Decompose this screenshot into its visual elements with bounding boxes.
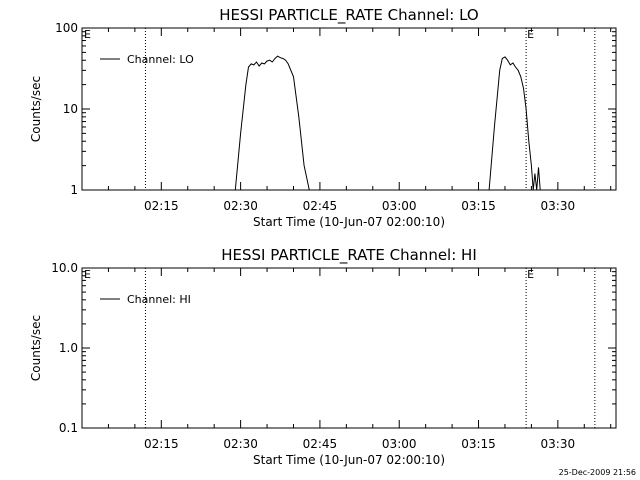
corner-marker-label: E (84, 268, 91, 281)
y-tick-label: 10 (63, 102, 78, 116)
y-tick-label: 0.1 (59, 421, 78, 435)
x-axis-label: Start Time (10-Jun-07 02:00:10) (253, 453, 445, 467)
y-axis-label: Counts/sec (29, 76, 43, 142)
chart-title: HESSI PARTICLE_RATE Channel: HI (221, 246, 477, 265)
vertical-marker-label: E (527, 268, 534, 281)
y-tick-label: 100 (55, 21, 78, 35)
chart-panel-hi: HESSI PARTICLE_RATE Channel: HI Start Tim… (29, 246, 617, 467)
y-tick-label: 1.0 (59, 341, 78, 355)
series-line (488, 56, 541, 191)
x-tick-label: 02:30 (223, 437, 258, 451)
vertical-marker-label: E (527, 28, 534, 41)
plot-frame (81, 267, 617, 429)
x-tick-label: 02:45 (303, 437, 338, 451)
y-tick-label: 1 (70, 183, 78, 197)
x-tick-label: 03:00 (382, 199, 417, 213)
y-axis-label: Counts/sec (29, 315, 43, 381)
footer-timestamp: 25-Dec-2009 21:56 (559, 468, 636, 477)
series-line (234, 55, 310, 191)
x-tick-label: 02:15 (144, 437, 179, 451)
corner-marker-label: E (84, 28, 91, 41)
x-tick-label: 02:45 (303, 199, 338, 213)
x-tick-label: 03:15 (461, 437, 496, 451)
legend-entry: Channel: LO (127, 53, 194, 66)
x-tick-label: 03:30 (541, 199, 576, 213)
chart-panel-lo: HESSI PARTICLE_RATE Channel: LO Start Tim… (29, 6, 617, 229)
x-tick-label: 02:30 (223, 199, 258, 213)
x-tick-label: 03:00 (382, 437, 417, 451)
chart-title: HESSI PARTICLE_RATE Channel: LO (219, 6, 478, 25)
x-axis-label: Start Time (10-Jun-07 02:00:10) (253, 215, 445, 229)
legend-entry: Channel: HI (127, 293, 191, 306)
x-tick-label: 03:15 (461, 199, 496, 213)
x-tick-label: 03:30 (541, 437, 576, 451)
y-tick-label: 10.0 (51, 261, 78, 275)
x-tick-label: 02:15 (144, 199, 179, 213)
